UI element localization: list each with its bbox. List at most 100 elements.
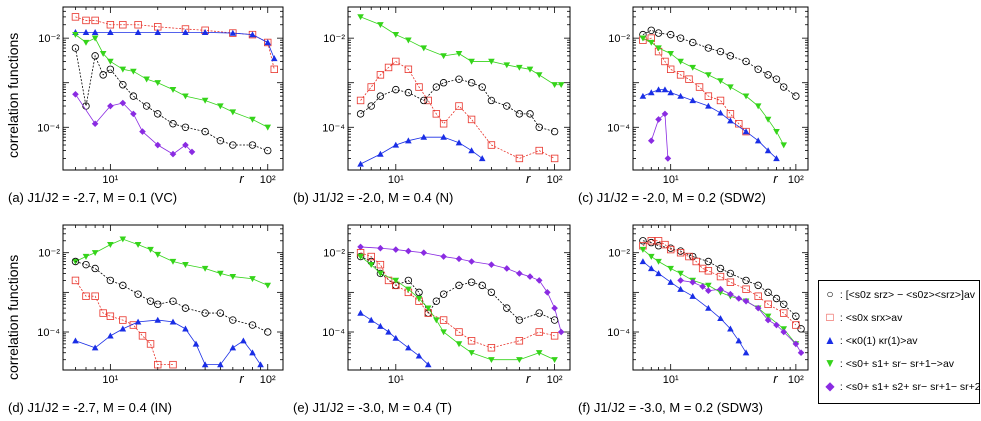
data-point (455, 255, 463, 263)
data-point (405, 344, 412, 351)
data-point (754, 304, 762, 312)
data-point (726, 269, 735, 278)
data-point (716, 96, 725, 105)
data-point (392, 57, 400, 66)
data-point (705, 287, 712, 295)
series-line-circle (360, 78, 555, 132)
data-point (229, 316, 237, 324)
legend-item-diamond: ◆ : <s0+ s1+ s2+ sr− sr+1− sr+2−>av (823, 379, 981, 393)
data-point (424, 305, 432, 312)
data-point (367, 316, 375, 323)
data-point (264, 282, 272, 289)
data-point (71, 257, 80, 266)
plot-panel-e: 10¹ 10² r 10⁻² 10⁻⁴ (322, 224, 571, 386)
data-point (773, 321, 780, 329)
data-point (717, 285, 724, 293)
x-axis-label: r (239, 371, 244, 386)
legend-item-triangle-up: ▲ : <κ0(1) κr(1)>av (823, 333, 917, 347)
data-point (229, 273, 237, 280)
legend-item-triangle-down: ▼ : <s0+ s1+ sr− sr+1−>av (823, 356, 954, 370)
x-tick-label: 10² (260, 374, 276, 386)
data-point (154, 141, 162, 149)
data-point (742, 285, 750, 293)
data-point (72, 90, 79, 98)
plot-frame (62, 224, 284, 371)
data-point (792, 340, 800, 348)
data-point (667, 265, 674, 272)
caption-panel-d: (d) J1/J2 = -2.7, M = 0.4 (IN) (8, 400, 172, 415)
data-point (780, 142, 788, 149)
data-point (677, 58, 684, 65)
data-point (248, 141, 257, 149)
data-point (91, 292, 99, 300)
y-tick-label: 10⁻⁴ (322, 327, 345, 339)
series-line-square (75, 16, 275, 70)
data-layer (71, 13, 278, 158)
data-point (468, 350, 475, 357)
data-point (201, 361, 209, 368)
series-line-triangle-down (360, 16, 562, 86)
data-point (357, 309, 364, 316)
data-point (764, 147, 772, 154)
x-tick-label: 10¹ (388, 174, 404, 186)
data-point (182, 93, 189, 100)
data-point (405, 137, 412, 144)
data-point (780, 328, 788, 336)
y-tick-label: 10⁻⁴ (607, 327, 630, 339)
data-point (154, 300, 162, 308)
data-point (154, 316, 162, 323)
data-point (467, 79, 476, 87)
data-point (526, 273, 534, 280)
series-line-circle (75, 261, 268, 333)
data-point (742, 349, 750, 356)
data-point (154, 29, 162, 35)
data-point (727, 117, 734, 124)
data-point (415, 83, 423, 91)
data-point (661, 86, 669, 93)
data-point (503, 62, 511, 69)
data-layer (356, 243, 565, 368)
y-tick-label: 10⁻² (38, 33, 60, 45)
data-point (666, 65, 675, 73)
data-point (654, 29, 663, 37)
data-point (515, 316, 524, 324)
data-point (516, 270, 523, 277)
data-point (119, 236, 127, 243)
data-point (695, 83, 704, 91)
data-point (264, 328, 272, 336)
data-point (661, 240, 669, 249)
data-point (142, 102, 151, 110)
data-point (181, 123, 190, 131)
legend-diamond-icon: ◆ (825, 379, 835, 393)
data-point (647, 26, 655, 35)
y-axis-label-top: correlation functions (5, 32, 21, 158)
data-point (764, 313, 772, 320)
data-point (249, 276, 256, 283)
data-point (229, 344, 237, 351)
data-point (455, 328, 463, 336)
data-point (99, 309, 107, 317)
data-point (91, 250, 99, 257)
y-tick-label: 10⁻⁴ (322, 122, 345, 134)
series-line-circle (642, 240, 802, 330)
data-point (433, 317, 440, 324)
data-point (367, 262, 375, 268)
series-line-diamond (650, 113, 669, 159)
data-point (535, 146, 543, 155)
x-tick-label: 10¹ (663, 174, 679, 186)
data-point (655, 116, 662, 123)
data-point (717, 109, 724, 116)
series-line-square (642, 240, 797, 326)
data-point (229, 141, 237, 149)
data-point (550, 154, 559, 163)
series-line-circle (75, 47, 268, 151)
data-point (71, 13, 80, 21)
data-point (130, 68, 137, 75)
data-point (727, 84, 734, 91)
data-point (385, 328, 392, 335)
data-point (661, 110, 669, 118)
data-point (405, 286, 412, 293)
data-point (440, 133, 447, 140)
data-point (655, 86, 662, 93)
data-point (169, 297, 177, 305)
